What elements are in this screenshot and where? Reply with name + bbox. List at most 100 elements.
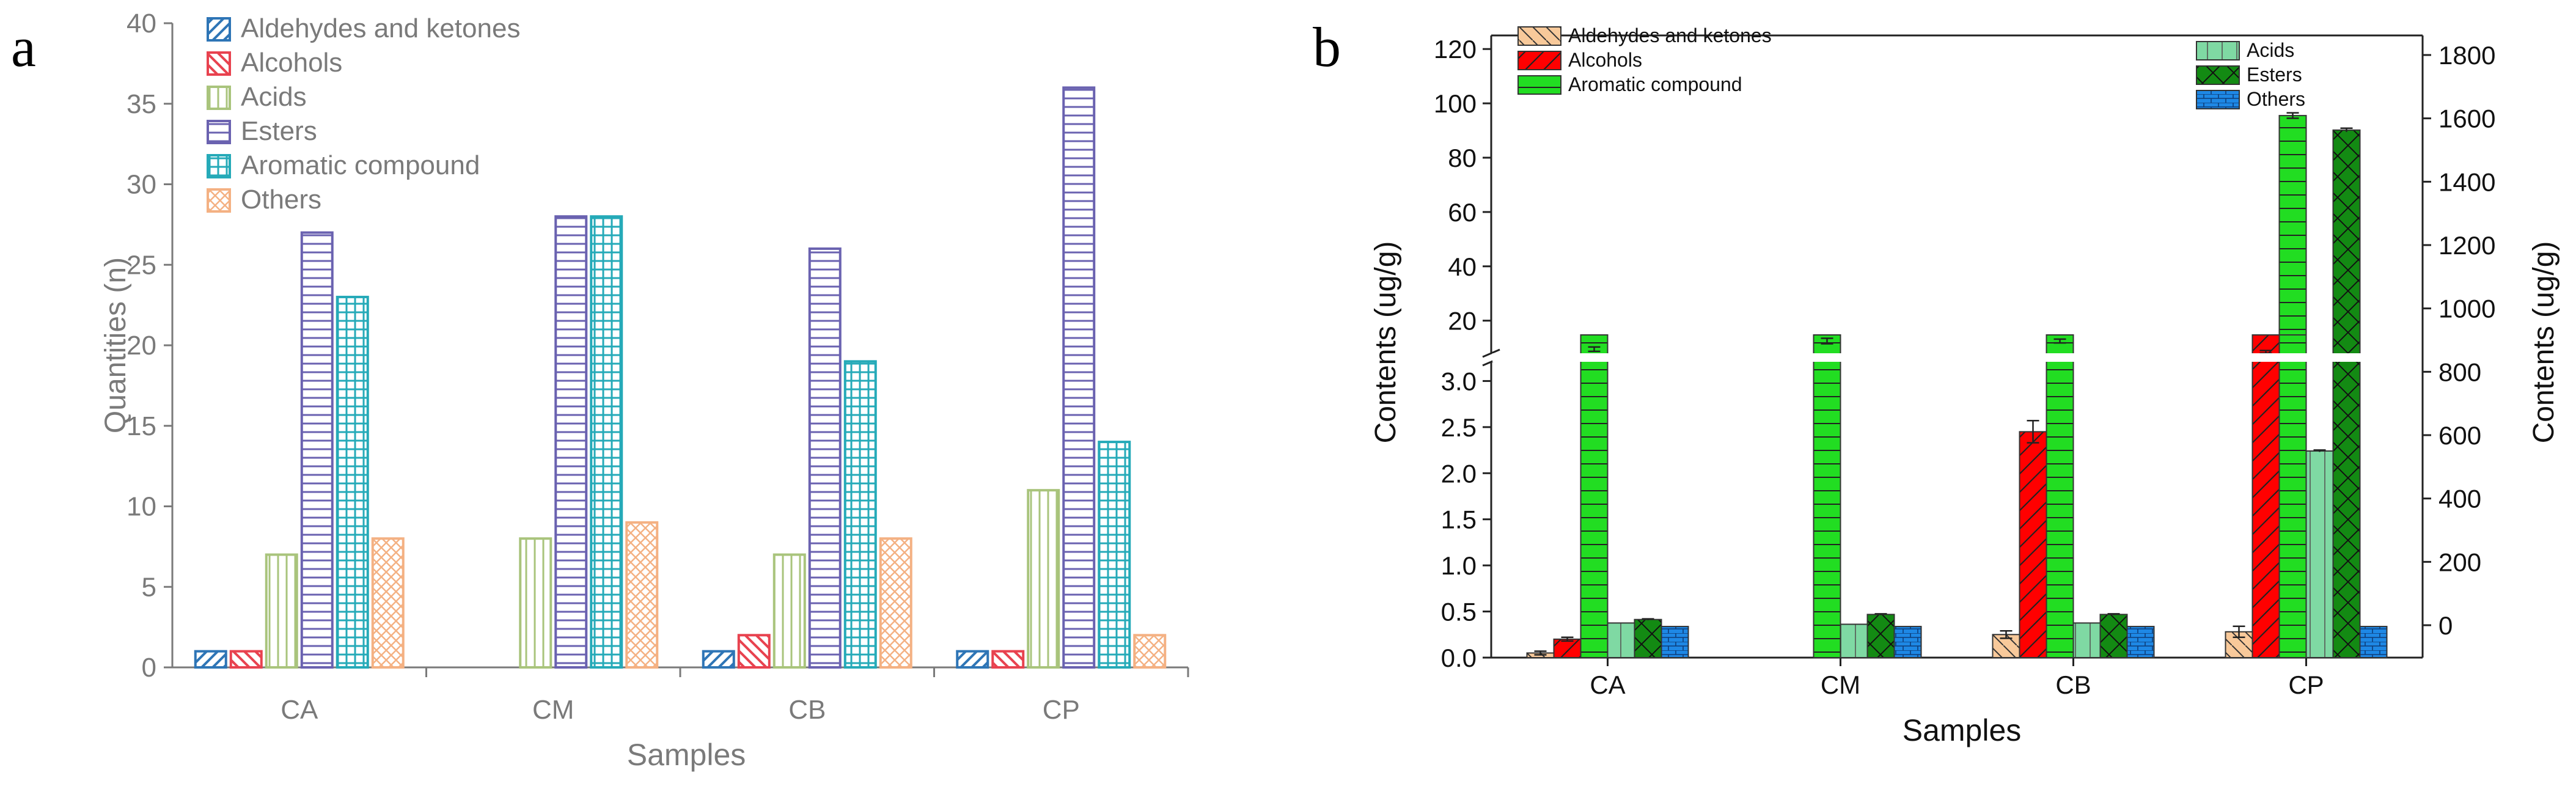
b-y-axis-label: Contents (ug/g): [1370, 241, 1402, 444]
b-y2-tick-label: 600: [2438, 421, 2481, 450]
b-y2-tick-label: 1600: [2438, 105, 2495, 133]
b-y-tick-label: 1.0: [1441, 551, 1477, 580]
b-y-tick-label: 2.0: [1441, 459, 1477, 488]
a-y-tick-label: 20: [127, 331, 156, 361]
b-y-tick-label: 20: [1448, 307, 1477, 336]
a-y-tick-label: 30: [127, 170, 156, 200]
panel-b-letter: b: [1313, 16, 1341, 78]
b-legend-swatch: [1517, 51, 1561, 70]
b-bar-aromatic-compound-cp: [2278, 115, 2307, 354]
b-y-tick-label: 80: [1448, 144, 1477, 172]
a-bar-acids-ca: [265, 553, 298, 669]
a-y-tick-label: 40: [127, 9, 156, 39]
chart-b: 0.00.51.01.52.02.53.02040608010012002004…: [1370, 24, 2560, 747]
b-y2-tick-label: 0: [2438, 611, 2453, 640]
a-legend-swatch: [207, 120, 231, 144]
a-legend-label: Aromatic compound: [241, 150, 480, 180]
b-legend-swatch: [2196, 41, 2240, 61]
b-bar-esters-cm: [1866, 614, 1895, 658]
b-x-tick-label: CP: [2288, 670, 2324, 699]
a-legend-swatch: [207, 188, 231, 213]
a-legend-label: Esters: [241, 116, 317, 146]
a-x-tick-label: CA: [281, 695, 318, 725]
b-legend-swatch: [2196, 90, 2240, 109]
b-break-gap: [1492, 353, 2421, 362]
b-y-tick-label: 40: [1448, 252, 1477, 281]
a-bar-esters-cm: [554, 215, 588, 669]
b-bar-others-ca: [1660, 626, 1689, 659]
panel-a-letter: a: [11, 16, 36, 78]
b-y-tick-label: 100: [1434, 89, 1477, 118]
b-bar-aromatic-compound-ca: [1580, 334, 1609, 658]
b-bar-esters-ca: [1634, 618, 1662, 658]
a-x-tick-label: CM: [532, 695, 574, 725]
a-bar-esters-cp: [1062, 86, 1096, 669]
b-y-tick-label: 2.5: [1441, 413, 1477, 442]
b-y-tick-label: 120: [1434, 35, 1477, 64]
a-y-tick-label: 10: [127, 492, 156, 522]
b-legend-label: Esters: [2247, 64, 2302, 86]
b-bar-esters-cp: [2332, 129, 2361, 659]
a-bar-acids-cp: [1027, 489, 1060, 669]
a-x-axis-label: Samples: [627, 738, 746, 772]
b-y2-tick-label: 1000: [2438, 295, 2495, 323]
a-bar-others-cp: [1133, 634, 1167, 669]
b-bar-aromatic-compound-cm: [1813, 334, 1841, 658]
a-bar-alcohols-cb: [737, 634, 771, 669]
a-bar-aromatic-compound-cm: [590, 215, 623, 669]
a-bar-acids-cm: [519, 537, 552, 669]
b-y2-tick-label: 1800: [2438, 41, 2495, 70]
b-y-tick-label: 3.0: [1441, 367, 1477, 395]
b-bar-aromatic-compound-cp: [2278, 334, 2307, 658]
b-y2-tick-label: 200: [2438, 548, 2481, 576]
b-x-axis-label: Samples: [1903, 713, 2022, 747]
a-bar-esters-ca: [300, 231, 334, 669]
b-bar-acids-cm: [1840, 623, 1868, 659]
b-bar-acids-cb: [2072, 622, 2101, 658]
a-y-tick-label: 5: [142, 572, 156, 602]
b-y2-tick-label: 1400: [2438, 167, 2495, 196]
b-legend-swatch: [2196, 65, 2240, 85]
a-bar-aromatic-compound-cb: [843, 360, 877, 669]
b-bar-others-cb: [2126, 626, 2155, 659]
a-bar-aromatic-compound-cp: [1098, 441, 1131, 669]
b-y-tick-label: 0.0: [1441, 644, 1477, 672]
a-y-tick-label: 35: [127, 89, 156, 119]
b-y2-tick-label: 1200: [2438, 231, 2495, 260]
a-bar-alcohols-cp: [991, 650, 1025, 669]
b-break-mark: [1482, 348, 1500, 358]
b-bar-acids-ca: [1607, 622, 1635, 658]
a-legend-swatch: [207, 154, 231, 178]
a-y-tick-label: 15: [127, 411, 156, 441]
a-legend-label: Others: [241, 185, 321, 215]
b-legend-swatch: [1517, 75, 1561, 95]
a-legend-label: Aldehydes and ketones: [241, 13, 520, 43]
b-y-tick-label: 0.5: [1441, 598, 1477, 626]
a-legend-label: Alcohols: [241, 48, 342, 78]
b-y2-tick-label: 800: [2438, 358, 2481, 386]
b-legend-label: Aldehydes and ketones: [1568, 24, 1772, 46]
a-bar-aldehydes-and-ketones-cp: [956, 650, 989, 669]
a-bar-others-cb: [879, 537, 912, 669]
b-legend-label: Aromatic compound: [1568, 73, 1742, 95]
a-y-tick-label: 0: [142, 653, 156, 683]
b-bar-alcohols-cb: [2019, 431, 2047, 659]
a-x-tick-label: CP: [1043, 695, 1080, 725]
chart-a: 0 5 10 15 20 25 30 35 40 Quantities (n) Samples CA C…: [100, 9, 1189, 772]
b-y2-tick-label: 400: [2438, 485, 2481, 513]
a-legend-swatch: [207, 51, 231, 76]
b-x-tick-label: CA: [1590, 670, 1625, 699]
b-legend-label: Acids: [2247, 39, 2294, 61]
b-legend-label: Others: [2247, 88, 2305, 110]
b-x-tick-label: CM: [1821, 670, 1860, 699]
b-bar-acids-cp: [2305, 450, 2334, 659]
b-bar-others-cp: [2359, 626, 2388, 659]
a-bar-aldehydes-and-ketones-ca: [194, 650, 227, 669]
b-bar-alcohols-cp: [2251, 334, 2280, 658]
b-y-tick-label: 1.5: [1441, 505, 1477, 534]
b-bar-alcohols-ca: [1553, 638, 1582, 659]
a-bar-others-cm: [625, 521, 659, 669]
a-bar-esters-cb: [808, 247, 842, 669]
a-bar-aromatic-compound-ca: [336, 295, 369, 669]
a-bar-acids-cb: [772, 553, 806, 669]
